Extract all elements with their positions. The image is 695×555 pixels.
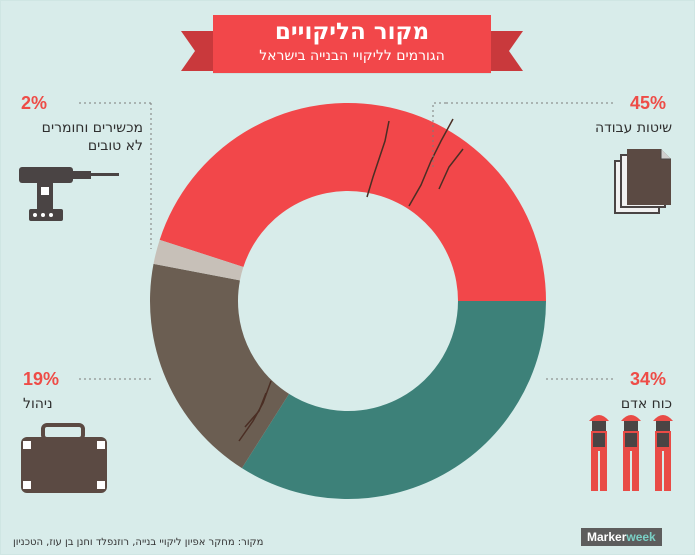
source-note: מקור: מחקר אפיון ליקויי בנייה, רוזנפלד ו… — [13, 537, 264, 548]
chart-title: מקור הליקויים — [274, 19, 430, 45]
slice-work-methods — [159, 103, 546, 302]
pct-management: 19% — [23, 369, 60, 389]
label-tools: מכשירים וחומרים לא טובים — [13, 119, 143, 155]
label-tools-line1: מכשירים וחומרים — [41, 120, 143, 136]
brand-accent: week — [626, 530, 656, 544]
pct-work-methods: 45% — [630, 93, 667, 113]
title-banner: מקור הליקויים הגורמים לליקויי הבנייה ביש… — [181, 15, 523, 73]
label-manpower: כוח אדם — [620, 396, 672, 412]
label-management: ניהול — [23, 396, 53, 412]
pct-manpower: 34% — [630, 369, 667, 389]
slice-manpower — [241, 300, 546, 499]
leader-lines — [77, 102, 613, 380]
brand-main: Marker — [587, 530, 627, 544]
cracks — [238, 118, 464, 442]
label-work-methods: שיטות עבודה — [594, 120, 672, 136]
brand-logo: Markerweek — [581, 528, 662, 546]
chart-subtitle: הגורמים לליקויי הבנייה בישראל — [259, 48, 445, 64]
label-tools-line2: לא טובים — [87, 138, 143, 154]
donut-slices — [150, 103, 546, 499]
slice-tools — [153, 239, 244, 281]
pct-tools: 2% — [21, 93, 48, 113]
